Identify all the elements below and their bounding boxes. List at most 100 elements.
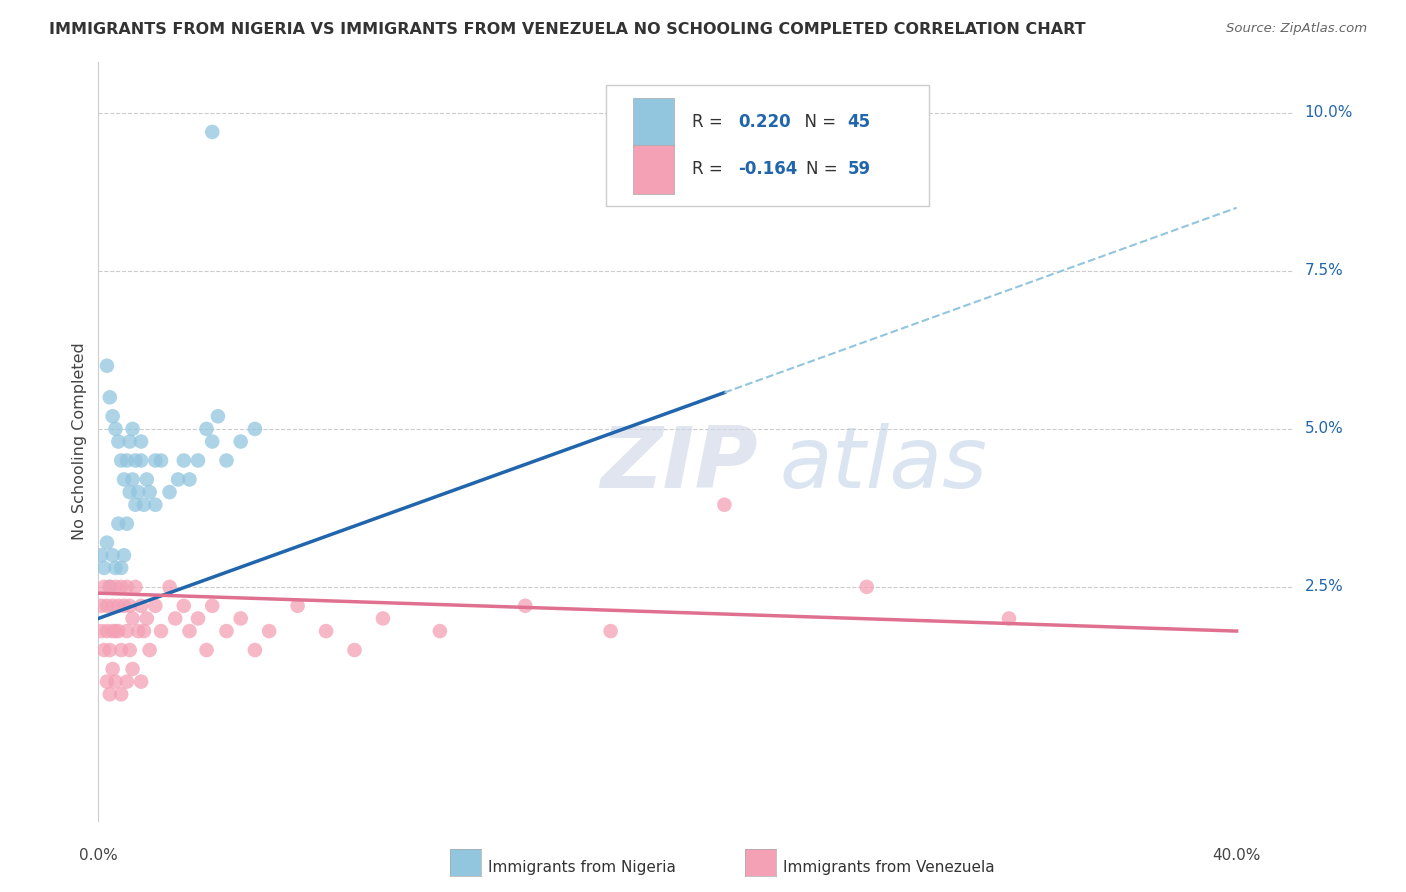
Point bbox=[112, 599, 135, 613]
Point bbox=[201, 434, 224, 449]
Text: 45: 45 bbox=[848, 113, 870, 131]
Point bbox=[195, 643, 218, 657]
Point bbox=[96, 359, 118, 373]
Point bbox=[129, 599, 152, 613]
Text: 0.220: 0.220 bbox=[738, 113, 790, 131]
Point bbox=[115, 624, 138, 639]
Text: Source: ZipAtlas.com: Source: ZipAtlas.com bbox=[1226, 22, 1367, 36]
Point bbox=[124, 453, 146, 467]
Point bbox=[98, 580, 121, 594]
Point bbox=[201, 599, 224, 613]
Text: IMMIGRANTS FROM NIGERIA VS IMMIGRANTS FROM VENEZUELA NO SCHOOLING COMPLETED CORR: IMMIGRANTS FROM NIGERIA VS IMMIGRANTS FR… bbox=[49, 22, 1085, 37]
Point bbox=[855, 580, 877, 594]
Point bbox=[215, 624, 238, 639]
Point bbox=[90, 548, 112, 563]
Point bbox=[179, 624, 201, 639]
Point bbox=[165, 611, 187, 625]
Point bbox=[107, 434, 129, 449]
Point bbox=[90, 599, 112, 613]
Point bbox=[129, 434, 152, 449]
Point bbox=[143, 498, 166, 512]
Point bbox=[429, 624, 451, 639]
Point bbox=[104, 674, 127, 689]
Point bbox=[104, 561, 127, 575]
Text: R =: R = bbox=[692, 161, 728, 178]
Point bbox=[150, 453, 173, 467]
Point bbox=[93, 580, 115, 594]
Point bbox=[93, 561, 115, 575]
Point bbox=[93, 643, 115, 657]
Point bbox=[287, 599, 309, 613]
Point bbox=[121, 472, 143, 486]
Point bbox=[127, 624, 149, 639]
Point bbox=[132, 624, 155, 639]
Point bbox=[243, 422, 266, 436]
Text: 0.0%: 0.0% bbox=[79, 848, 118, 863]
Point bbox=[713, 498, 735, 512]
Point bbox=[98, 580, 121, 594]
Point bbox=[371, 611, 394, 625]
Point bbox=[112, 548, 135, 563]
Text: atlas: atlas bbox=[779, 423, 987, 506]
Point bbox=[104, 580, 127, 594]
Point bbox=[167, 472, 190, 486]
Point bbox=[101, 409, 124, 424]
Point bbox=[229, 611, 252, 625]
Point bbox=[201, 125, 224, 139]
Point bbox=[107, 624, 129, 639]
Text: N =: N = bbox=[794, 113, 841, 131]
Point bbox=[159, 485, 181, 500]
Point bbox=[112, 472, 135, 486]
Point bbox=[243, 643, 266, 657]
Point bbox=[173, 599, 195, 613]
Point bbox=[90, 624, 112, 639]
Text: 10.0%: 10.0% bbox=[1305, 105, 1353, 120]
Text: 2.5%: 2.5% bbox=[1305, 580, 1343, 594]
Text: 59: 59 bbox=[848, 161, 870, 178]
Point bbox=[110, 643, 132, 657]
Point bbox=[107, 599, 129, 613]
Point bbox=[121, 611, 143, 625]
Point bbox=[143, 599, 166, 613]
Point bbox=[118, 434, 141, 449]
Point bbox=[96, 535, 118, 549]
Point bbox=[101, 599, 124, 613]
Point bbox=[96, 674, 118, 689]
Point bbox=[129, 674, 152, 689]
Point bbox=[118, 643, 141, 657]
Point bbox=[107, 516, 129, 531]
Point bbox=[315, 624, 337, 639]
Point bbox=[187, 611, 209, 625]
Point bbox=[124, 580, 146, 594]
Text: N =: N = bbox=[806, 161, 842, 178]
Point bbox=[115, 580, 138, 594]
Point bbox=[138, 485, 160, 500]
Point bbox=[159, 580, 181, 594]
Point bbox=[515, 599, 537, 613]
Point bbox=[143, 453, 166, 467]
Text: 7.5%: 7.5% bbox=[1305, 263, 1343, 278]
Point bbox=[599, 624, 621, 639]
Point bbox=[118, 485, 141, 500]
Point bbox=[98, 643, 121, 657]
Text: ZIP: ZIP bbox=[600, 423, 758, 506]
Point bbox=[127, 485, 149, 500]
Point bbox=[118, 599, 141, 613]
Point bbox=[132, 498, 155, 512]
Point bbox=[101, 662, 124, 676]
Point bbox=[110, 453, 132, 467]
Point bbox=[135, 472, 157, 486]
Point bbox=[104, 422, 127, 436]
Point bbox=[195, 422, 218, 436]
Point bbox=[215, 453, 238, 467]
Point bbox=[115, 516, 138, 531]
FancyBboxPatch shape bbox=[633, 98, 675, 147]
Point bbox=[115, 453, 138, 467]
Point bbox=[207, 409, 229, 424]
Point bbox=[96, 599, 118, 613]
Point bbox=[96, 624, 118, 639]
Point bbox=[150, 624, 173, 639]
Point bbox=[257, 624, 280, 639]
Text: 5.0%: 5.0% bbox=[1305, 421, 1343, 436]
Point bbox=[110, 580, 132, 594]
